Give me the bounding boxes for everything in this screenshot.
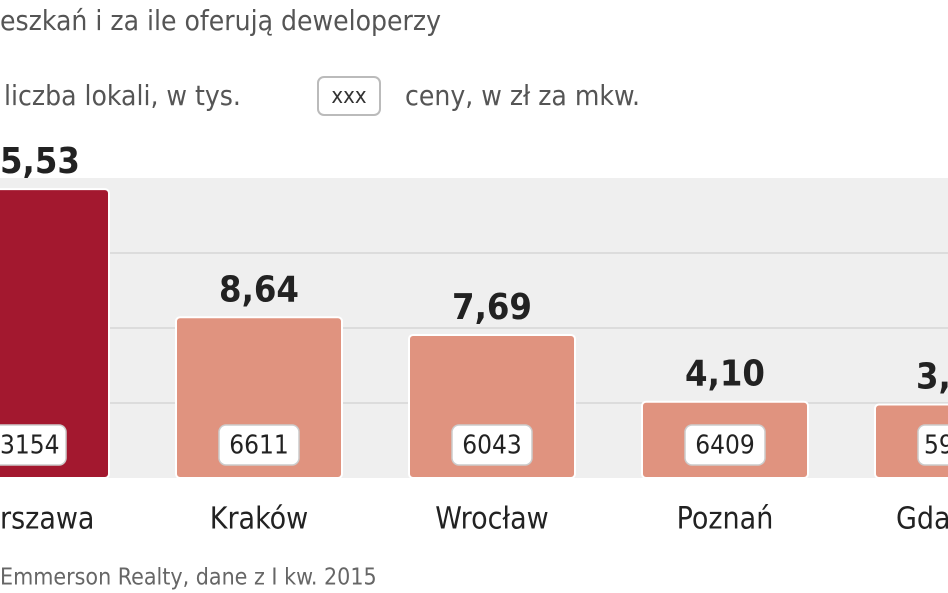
price-label: 6409 bbox=[695, 431, 755, 461]
x-tick-label: rszawa bbox=[0, 502, 94, 537]
value-label: 7,69 bbox=[452, 287, 532, 328]
bar bbox=[175, 316, 343, 479]
source: Emmerson Realty, dane z I kw. 2015 bbox=[0, 565, 377, 591]
value-label: 3, bbox=[916, 357, 948, 398]
bar bbox=[0, 188, 110, 479]
chart-title: eszkań i za ile oferują deweloperzy bbox=[0, 4, 441, 37]
price-box bbox=[0, 424, 67, 466]
x-tick-label: Kraków bbox=[210, 502, 308, 537]
legend-box bbox=[317, 76, 381, 116]
price-box bbox=[218, 424, 300, 466]
value-label: 4,10 bbox=[685, 354, 765, 395]
legend-box-label: xxx bbox=[331, 84, 366, 109]
price-box bbox=[917, 424, 948, 466]
price-label: 6043 bbox=[462, 431, 522, 461]
x-tick-label: Wrocław bbox=[435, 502, 548, 537]
price-label: 59 bbox=[924, 431, 948, 461]
legend-label: ceny, w zł za mkw. bbox=[405, 79, 640, 112]
price-box bbox=[684, 424, 766, 466]
legend-label: liczba lokali, w tys. bbox=[4, 79, 241, 112]
price-label: 3154 bbox=[0, 431, 60, 461]
price-box bbox=[451, 424, 533, 466]
price-label: 6611 bbox=[229, 431, 289, 461]
x-tick-label: Gda bbox=[896, 502, 948, 537]
value-label: 5,53 bbox=[0, 141, 80, 182]
bar bbox=[408, 333, 576, 479]
value-label: 8,64 bbox=[219, 269, 299, 310]
x-tick-label: Poznań bbox=[677, 502, 774, 537]
